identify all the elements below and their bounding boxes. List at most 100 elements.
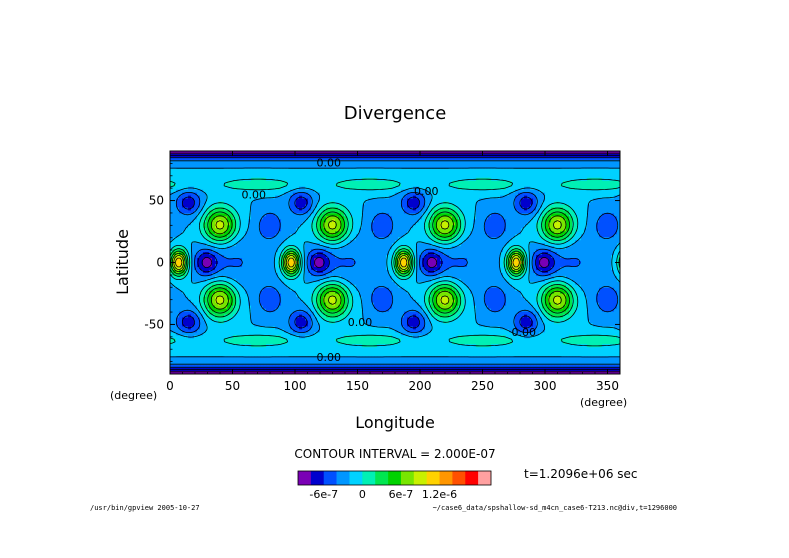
field-cell [191,246,195,250]
field-cell [515,204,519,209]
field-cell [515,213,519,218]
field-cell [212,246,216,250]
field-cell [263,180,267,185]
field-cell [296,165,300,170]
field-cell [431,177,435,182]
field-cell [272,201,276,206]
field-cell [389,207,393,212]
field-cell [347,213,351,218]
field-cell [293,210,297,215]
field-cell [494,219,498,223]
field-cell [605,246,609,250]
field-cell [545,222,549,226]
field-cell [374,180,378,185]
field-cell [587,195,591,200]
field-cell [611,237,615,241]
field-cell [401,219,405,223]
field-cell [431,198,435,203]
field-cell [173,228,177,232]
field-cell [212,153,216,158]
field-cell [527,222,531,226]
field-cell [383,246,387,250]
field-cell [425,165,429,170]
field-cell [401,240,405,244]
field-cell [329,228,333,232]
field-cell [389,171,393,176]
field-cell [473,186,477,191]
field-cell [311,207,315,212]
field-cell [284,168,288,173]
field-cell [455,159,459,164]
field-cell [611,240,615,244]
field-cell [437,153,441,158]
field-cell [539,156,543,161]
field-cell [599,168,603,173]
field-cell [323,207,327,212]
field-cell [302,228,306,232]
field-cell [557,162,561,167]
field-cell [323,189,327,194]
field-cell [464,198,468,203]
field-cell [170,195,174,200]
field-cell [617,174,620,179]
field-cell [572,183,576,188]
field-cell [611,165,615,170]
field-cell [416,201,420,206]
field-cell [263,183,267,188]
field-cell [356,210,360,215]
field-cell [233,165,237,170]
field-cell [449,222,453,226]
field-cell [311,151,315,155]
field-cell [587,207,591,212]
field-cell [275,216,279,220]
field-cell [224,177,228,182]
field-cell [428,192,432,197]
field-cell [383,234,387,238]
field-cell [257,192,261,197]
field-cell [614,177,618,182]
field-cell [593,231,597,235]
field-cell [170,168,174,173]
field-cell [608,240,612,244]
field-cell [479,151,483,155]
field-cell [335,246,339,250]
field-cell [272,165,276,170]
field-cell [194,219,198,223]
field-cell [317,246,321,250]
field-cell [350,234,354,238]
field-cell [467,228,471,232]
field-cell [491,204,495,209]
field-cell [581,207,585,212]
field-cell [227,237,231,241]
field-cell [185,192,189,197]
field-cell [272,237,276,241]
field-cell [491,162,495,167]
field-cell [302,216,306,220]
field-cell [200,192,204,197]
field-cell [179,222,183,226]
field-cell [323,231,327,235]
field-cell [461,246,465,250]
field-cell [500,216,504,220]
field-cell [173,234,177,238]
field-cell [479,159,483,164]
field-cell [254,249,258,253]
field-cell [206,174,210,179]
field-cell [602,237,606,241]
field-cell [392,162,396,167]
field-cell [401,151,405,155]
field-cell [572,159,576,164]
field-cell [344,180,348,185]
field-cell [461,222,465,226]
field-cell [419,198,423,203]
field-cell [509,189,513,194]
field-cell [275,168,279,173]
field-cell [605,198,609,203]
field-cell [575,159,579,164]
field-cell [545,192,549,197]
field-cell [599,222,603,226]
field-cell [518,168,522,173]
field-cell [392,225,396,229]
field-cell [413,186,417,191]
field-cell [236,222,240,226]
